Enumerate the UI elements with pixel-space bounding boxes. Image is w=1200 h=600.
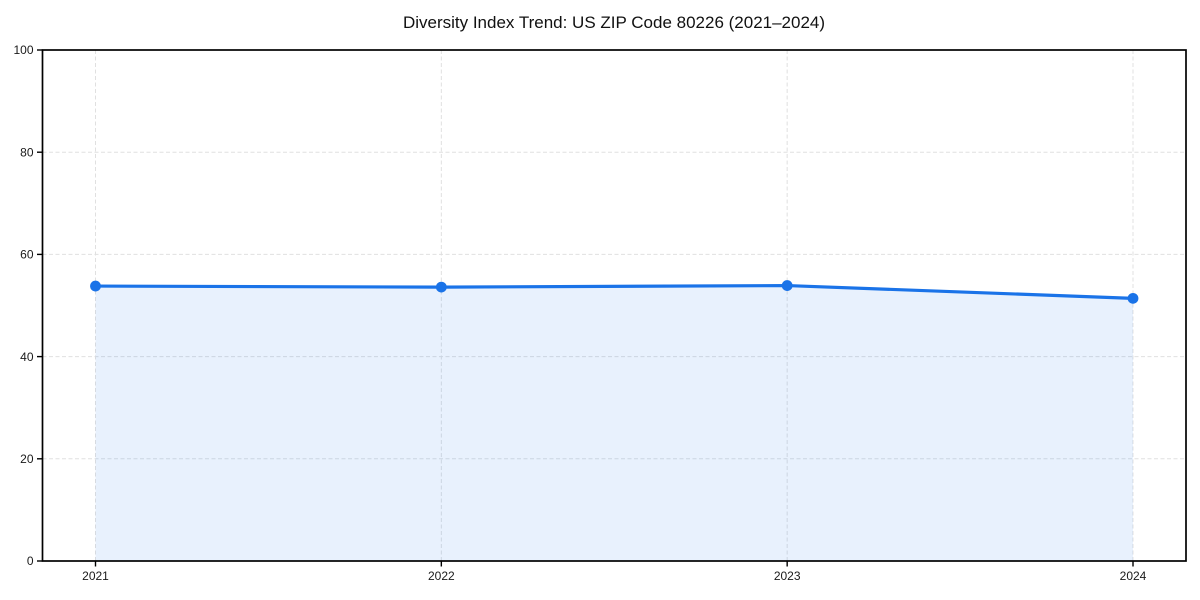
y-tick-label: 20 [20,452,34,466]
x-tick-label: 2023 [774,569,801,583]
y-tick-label: 80 [20,145,34,159]
y-tick-label: 60 [20,248,34,262]
x-tick-label: 2021 [82,569,109,583]
data-point [781,280,793,291]
area-fill [95,285,1133,561]
data-point [435,281,447,293]
x-tick-label: 2024 [1120,569,1147,583]
y-tick-label: 0 [27,554,34,568]
y-tick-label: 40 [20,350,34,364]
y-tick-label: 100 [13,43,33,57]
chart-title: Diversity Index Trend: US ZIP Code 80226… [402,13,826,32]
trend-line [93,283,1135,300]
data-point [90,280,101,292]
x-tick-label: 2022 [428,569,455,583]
data-point [1127,292,1139,304]
axes-spines [41,49,1187,562]
